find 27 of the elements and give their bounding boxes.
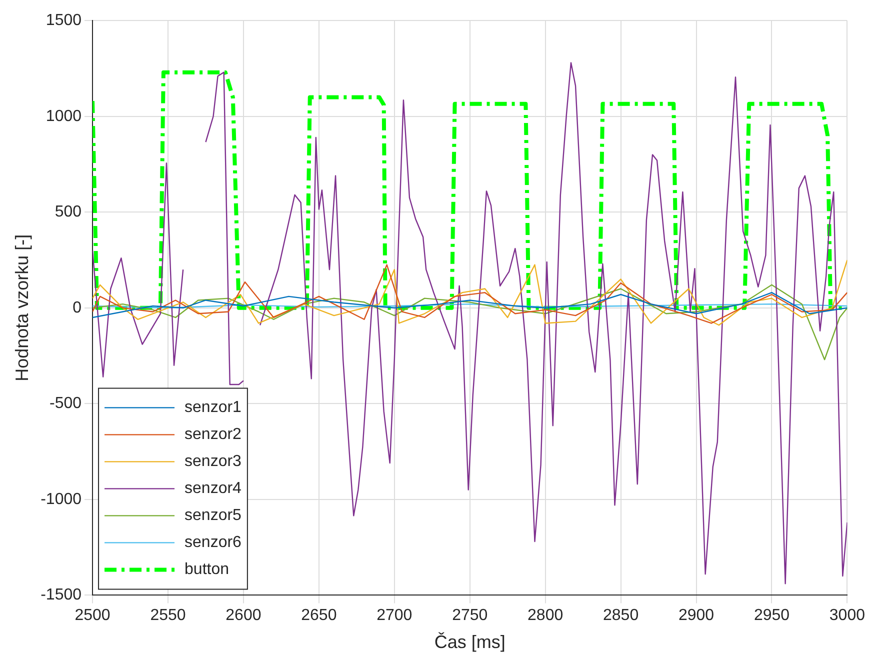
x-tick-label: 3000 bbox=[829, 607, 866, 624]
y-axis-title: Hodnota vzorku [-] bbox=[12, 234, 32, 382]
legend-label: senzor2 bbox=[184, 426, 242, 444]
x-tick-label: 2850 bbox=[603, 607, 639, 624]
y-tick-label: -1500 bbox=[40, 586, 82, 604]
y-tick-label: -500 bbox=[49, 395, 82, 412]
legend-label: button bbox=[184, 561, 230, 578]
legend-label: senzor5 bbox=[184, 507, 242, 524]
x-tick-label: 2650 bbox=[301, 607, 337, 624]
x-tick-label: 2750 bbox=[452, 607, 488, 624]
x-tick-label: 2550 bbox=[150, 607, 186, 624]
y-tick-label: 500 bbox=[54, 204, 82, 221]
x-tick-label: 2800 bbox=[528, 607, 564, 624]
x-tick-label: 2500 bbox=[74, 607, 110, 624]
legend-label: senzor6 bbox=[184, 534, 242, 552]
legend-label: senzor4 bbox=[184, 480, 242, 498]
y-tick-label: 1000 bbox=[46, 108, 82, 125]
x-tick-label: 2950 bbox=[754, 607, 790, 624]
legend-label: senzor3 bbox=[184, 453, 242, 470]
x-tick-label: 2600 bbox=[226, 607, 262, 624]
legend-label: senzor1 bbox=[184, 399, 242, 416]
x-tick-label: 2700 bbox=[376, 607, 412, 624]
x-tick-label: 2900 bbox=[678, 607, 714, 624]
y-tick-label: 1500 bbox=[46, 12, 82, 30]
y-tick-label: -1000 bbox=[40, 490, 82, 508]
x-axis-title: Čas [ms] bbox=[434, 632, 506, 652]
y-tick-label: 0 bbox=[72, 299, 82, 316]
